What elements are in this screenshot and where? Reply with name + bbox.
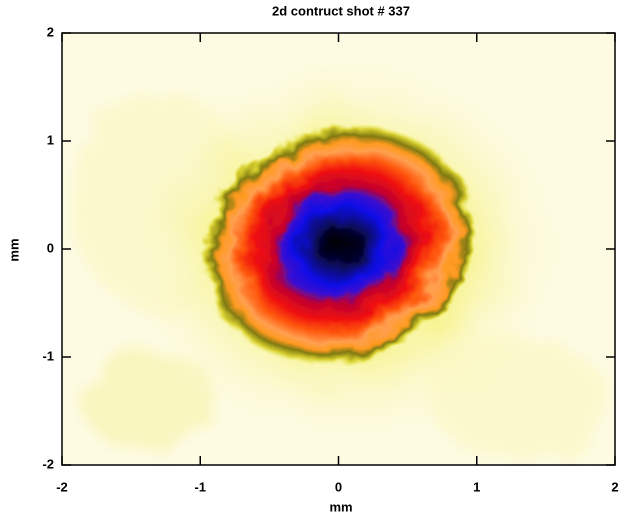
y-axis-label: mm [6, 238, 21, 261]
x-tick-label: -2 [56, 479, 68, 494]
x-tick-label: 2 [611, 479, 618, 494]
y-tick-label: 2 [47, 24, 54, 39]
chart-title: 2d contruct shot # 337 [272, 3, 410, 18]
x-tick-label: -1 [194, 479, 206, 494]
x-tick-label: 0 [335, 479, 342, 494]
y-tick-label: -2 [42, 456, 54, 471]
x-tick-label: 1 [473, 479, 480, 494]
heatmap [62, 33, 615, 465]
y-tick-label: 1 [47, 132, 54, 147]
y-tick-label: 0 [47, 240, 54, 255]
x-axis-label: mm [329, 499, 352, 514]
y-tick-label: -1 [42, 348, 54, 363]
